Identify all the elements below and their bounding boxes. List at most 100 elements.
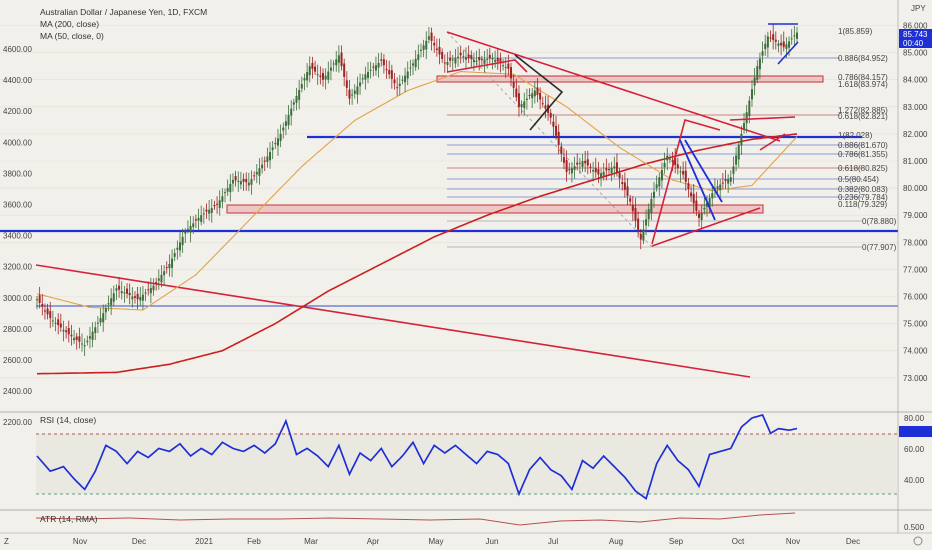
right-axis-tick: 74.000	[903, 347, 928, 356]
red-rally-lines	[651, 119, 721, 245]
candle-body	[419, 49, 422, 51]
candle-body	[398, 83, 401, 87]
candle-body	[298, 89, 301, 100]
candle-body	[237, 180, 240, 182]
candle-body	[793, 35, 796, 37]
candle-body	[515, 88, 518, 98]
candle-body	[327, 71, 330, 80]
candle-body	[157, 278, 160, 281]
candle-body	[369, 69, 372, 71]
settings-gear-icon[interactable]	[913, 536, 923, 546]
candle-body	[123, 292, 126, 294]
candle-body	[70, 334, 73, 337]
candle-body	[234, 176, 237, 181]
candle-body	[276, 138, 279, 146]
candle-body	[385, 69, 388, 71]
candle-body	[594, 167, 597, 173]
candle-body	[486, 58, 489, 60]
time-axis-tick: Jun	[486, 537, 499, 546]
candle-body	[78, 336, 81, 342]
candle-body	[570, 168, 573, 174]
candle-body	[631, 204, 634, 212]
right-axis-bg	[898, 0, 932, 412]
candle-body	[306, 72, 309, 81]
candle-body	[642, 229, 645, 241]
time-axis-z-button[interactable]: Z	[4, 537, 9, 546]
candle-body	[200, 215, 203, 222]
candle-body	[202, 213, 205, 215]
candle-body	[112, 293, 115, 302]
candle-body	[149, 287, 152, 294]
candle-body	[621, 182, 624, 185]
left-axis-tick: 2400.00	[3, 387, 32, 396]
time-axis-tick: May	[428, 537, 443, 546]
candle-body	[396, 87, 399, 89]
fib-label-0886-81670: 0.886(81.670)	[838, 141, 888, 150]
candle-body	[319, 75, 322, 77]
time-axis-tick: Aug	[609, 537, 623, 546]
candle-body	[607, 169, 610, 171]
fib-labels: 1(85.859) 0.886(84.952) 0.786(84.157) 1.…	[838, 27, 897, 252]
rsi-band	[36, 434, 898, 494]
candle-body	[719, 184, 722, 191]
candle-body	[38, 295, 41, 304]
candle-body	[311, 63, 314, 69]
candle-body	[758, 58, 761, 70]
candle-body	[94, 327, 97, 333]
candle-body	[160, 274, 163, 283]
candle-body	[224, 192, 227, 194]
candle-body	[433, 42, 436, 46]
candle-body	[536, 87, 539, 96]
candle-body	[284, 121, 287, 126]
candle-body	[555, 125, 558, 136]
candle-body	[525, 98, 528, 101]
rsi-path	[36, 413, 798, 500]
right-price-axis: 86.000 85.000 84.000 83.000 82.000 81.000 80.0…	[903, 22, 928, 383]
candle-body	[168, 263, 171, 269]
candle-body	[462, 56, 465, 58]
candle-body	[205, 209, 208, 212]
fib-label-0-78880: 0(78.880)	[862, 217, 897, 226]
candle-body	[131, 296, 134, 300]
candle-body	[329, 67, 332, 71]
candle-body	[181, 236, 184, 246]
top-support-line	[777, 41, 799, 65]
candle-body	[674, 157, 677, 166]
left-axis-tick: 4600.00	[3, 45, 32, 54]
candle-body	[417, 54, 420, 60]
candle-body	[107, 303, 110, 305]
candle-body	[639, 233, 642, 240]
candle-body	[671, 160, 674, 162]
candle-body	[634, 207, 637, 221]
candle-body	[221, 196, 224, 202]
candle-body	[626, 186, 629, 196]
candle-body	[573, 166, 576, 171]
candle-body	[464, 57, 467, 60]
currency-label: JPY	[911, 4, 926, 13]
candle-body	[541, 103, 544, 105]
candle-body	[790, 38, 793, 40]
candle-body	[737, 144, 740, 160]
candle-body	[292, 102, 295, 105]
candle-body	[388, 70, 391, 75]
fib-label-0618-82821: 0.618(82.821)	[838, 112, 888, 121]
candle-body	[531, 93, 534, 99]
fib-label-0618-80825: 0.618(80.825)	[838, 164, 888, 173]
candle-body	[213, 205, 216, 207]
candle-body	[623, 182, 626, 190]
candle-body	[618, 172, 621, 179]
blue-channel-lower	[679, 139, 716, 221]
fib-label-1618-83974: 1.618(83.974)	[838, 80, 888, 89]
candle-body	[337, 55, 340, 63]
candle-body	[729, 177, 732, 182]
left-axis-tick: 3400.00	[3, 232, 32, 241]
candle-body	[144, 292, 147, 294]
time-axis-tick: Feb	[247, 537, 261, 546]
candle-body	[753, 77, 756, 86]
candle-body	[422, 45, 425, 50]
atr-title: ATR (14, RMA)	[40, 514, 98, 524]
candle-body	[441, 51, 444, 59]
candle-body	[57, 319, 60, 326]
candle-body	[491, 58, 494, 60]
